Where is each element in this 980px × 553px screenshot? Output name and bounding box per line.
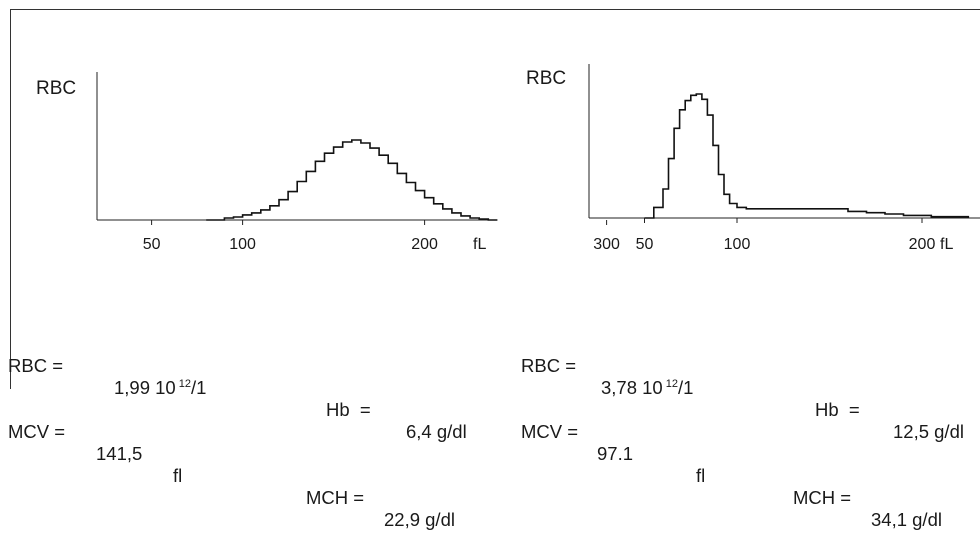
rbc-value: 1,99 10 12/1: [114, 377, 206, 399]
hb-value: 12,5 g/dl: [893, 421, 964, 442]
histogram-left: RBC 50 100 200 300 fL: [36, 72, 620, 253]
rbc-number: 3,78 10: [601, 377, 663, 398]
rbc-value: 3,78 10 12/1: [601, 377, 693, 399]
histogram-curve-left: [206, 139, 498, 221]
x-tick-label-left: 300: [593, 236, 620, 253]
histogram-chart: RBC 50 100 200 300 fL RBC 50 100 200 300 fL: [36, 64, 980, 253]
rbc-exponent: 12: [665, 378, 679, 390]
x-tick-label-right: 50: [636, 236, 654, 253]
histogram-right: RBC 50 100 200 300 fL: [526, 64, 980, 253]
mcv-label: MCV =: [521, 421, 579, 442]
rbc-unit: /1: [678, 377, 694, 398]
y-axis-label-left: RBC: [36, 78, 76, 99]
histogram-curve-right: [644, 93, 970, 219]
rbc-label: RBC =: [521, 355, 577, 376]
mcv-value: 141,5: [96, 443, 143, 464]
x-tick-label-right: 200: [909, 236, 936, 253]
x-axis-unit-left: fL: [473, 236, 486, 253]
stats-right: RBC = 3,78 10 12/1 Hb = 12,5 g/dl MCV = …: [521, 289, 980, 530]
x-tick-label-left: 50: [143, 236, 161, 253]
mcv-label: MCV =: [8, 421, 66, 442]
x-ticks-left: 50 100 200 300: [143, 220, 620, 253]
mch-label: MCH =: [793, 487, 857, 508]
rbc-exponent: 12: [178, 378, 192, 390]
mch-label: MCH =: [306, 487, 370, 508]
x-tick-label-left: 100: [229, 236, 256, 253]
hb-value: 6,4 g/dl: [406, 421, 467, 442]
x-tick-label-right: 100: [724, 236, 751, 253]
mcv-unit: fl: [173, 465, 183, 486]
mcv-unit: fl: [696, 465, 706, 486]
x-tick-label-left: 200: [411, 236, 438, 253]
figure-frame: [10, 9, 980, 389]
mcv-value: 97.1: [597, 443, 634, 464]
rbc-number: 1,99 10: [114, 377, 176, 398]
x-axis-unit-right: fL: [940, 236, 953, 253]
mch-value: 22,9 g/dl: [384, 509, 455, 530]
rbc-label: RBC =: [8, 355, 64, 376]
mch-value: 34,1 g/dl: [871, 509, 942, 530]
stats-left: RBC = 1,99 10 12/1 Hb = 6,4 g/dl MCV = 1…: [8, 289, 490, 530]
rbc-unit: /1: [191, 377, 207, 398]
y-axis-label-right: RBC: [526, 68, 566, 89]
